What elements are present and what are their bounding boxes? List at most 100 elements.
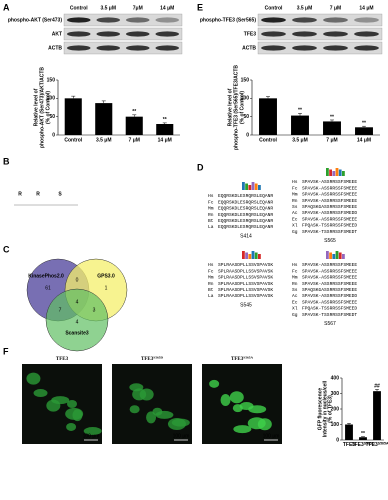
cell — [51, 396, 70, 405]
cell — [146, 411, 157, 424]
species: Xl — [292, 306, 298, 312]
bar — [345, 424, 353, 440]
y-tick-label: 150 — [241, 77, 250, 83]
logo-glyph — [342, 171, 345, 176]
row-label: AKT — [52, 31, 62, 37]
cell — [33, 389, 48, 398]
site-label: S545 — [240, 303, 252, 309]
sequence: SPLRAASDPLLSSVSPAVSK — [218, 293, 273, 299]
species: Gg — [292, 312, 298, 318]
y-tick-label: 0 — [246, 132, 249, 138]
cell — [257, 418, 272, 431]
sequence: SPAVSK-ASSRRSSFSMEEE — [302, 198, 357, 204]
logo-glyph — [242, 251, 245, 259]
logo-glyph — [254, 252, 258, 259]
venn-count: 4 — [76, 299, 79, 305]
sequence: EQQRSKDLESRQRSLEQANR — [218, 199, 273, 205]
blot-band — [292, 31, 317, 37]
logo-glyph — [338, 169, 342, 176]
blot-band — [96, 17, 121, 23]
label-sup: S565A — [378, 441, 388, 445]
label: TFE3 — [343, 442, 355, 448]
blot-band — [261, 17, 286, 23]
sequence: SPAVSK-TSSRRSSFSMEDT — [302, 312, 357, 318]
venn-circle — [45, 288, 109, 352]
bar — [291, 115, 309, 135]
label-base: TFE3 — [366, 442, 378, 448]
logo-glyph — [245, 252, 248, 259]
species: Gg — [292, 229, 298, 235]
y-tick-label: 150 — [47, 77, 56, 83]
blot-band — [261, 45, 286, 51]
label-base: TFE3 — [343, 442, 355, 448]
blot-band — [125, 45, 150, 51]
blot-band — [323, 31, 348, 37]
label: TFE3S565D — [352, 441, 375, 448]
species: Ec — [292, 299, 298, 305]
species: Mm — [292, 275, 298, 281]
venn — [26, 258, 128, 352]
sequence: SPAVSK-TSSRRSSFSMEDT — [302, 229, 357, 235]
significance: ** — [330, 114, 334, 120]
sequence: SPAVSK-ASSRRSSFSMEEE — [302, 216, 357, 222]
sequence: FPQASK-TSSRRSSFSMEED — [302, 306, 357, 312]
cell — [26, 372, 41, 385]
panel-label: B — [3, 156, 10, 166]
cell — [129, 383, 144, 392]
species: Mm — [208, 206, 214, 212]
logo-glyph — [335, 251, 339, 259]
logo-glyph — [326, 168, 329, 176]
lane-label: 7μM — [133, 5, 143, 11]
label-sup: S565D — [153, 355, 163, 359]
sequence: SPLRAASDPLLSSVSPAVSK — [218, 287, 273, 293]
sequence: SPAVSK-ASSRRSSFSMEEE — [302, 179, 357, 185]
bar — [373, 391, 381, 440]
logo-glyph — [258, 185, 261, 190]
significance: ** — [298, 108, 302, 114]
panel-label: F — [3, 346, 9, 356]
species: Ac — [292, 210, 298, 216]
label-base: TFE3 — [352, 442, 364, 448]
logo-glyph — [342, 254, 345, 259]
species: Fc — [292, 268, 298, 274]
blot-strip — [257, 27, 383, 41]
blot-strip — [257, 41, 383, 55]
blot-band — [354, 45, 379, 51]
label: 14 μM — [158, 137, 172, 143]
bar — [355, 127, 373, 135]
species: Hs — [292, 262, 298, 268]
sequence: SPAVSK-ASSRRSSFSMEDD — [302, 210, 357, 216]
y-tick-label: 100 — [241, 96, 250, 102]
logo-glyph — [258, 254, 261, 259]
y-axis-label: Relative level of — [33, 88, 39, 126]
y-tick-label: 200 — [331, 406, 340, 412]
y-tick-label: 100 — [47, 96, 56, 102]
row-label: ACTB — [242, 45, 256, 51]
label-base: TFE3 — [56, 357, 69, 362]
lane-label: Control — [70, 5, 88, 11]
species: Ss — [292, 204, 298, 210]
y-tick-label: 0 — [52, 132, 55, 138]
logo-glyph — [248, 254, 252, 259]
blot-band — [66, 45, 91, 51]
sequence: SPAVSK-ASSRRSSFSMEEE — [302, 185, 357, 191]
logo-glyph — [329, 169, 332, 176]
scale-bar-label: 100 μm — [83, 433, 100, 439]
y-axis-label: phospho-AKT (Ser473)/AKT/ACTB — [39, 67, 45, 149]
species: Fc — [208, 199, 214, 205]
blot-strip — [63, 41, 183, 55]
sequence: SPLRAASDPLLSSVSPAVSK — [218, 268, 273, 274]
logo-glyph — [248, 185, 252, 190]
set-label: KinasePhos2.0 — [28, 273, 64, 279]
blot-band — [155, 45, 180, 51]
species: Rn — [208, 281, 214, 287]
species: Rn — [292, 281, 298, 287]
species: Bt — [208, 287, 214, 293]
venn-count: 61 — [45, 285, 51, 291]
blot-band — [155, 31, 180, 37]
label: Control — [64, 137, 82, 143]
cell — [155, 410, 174, 419]
y-tick-label: 100 — [331, 422, 340, 428]
sequence: SPAQSKGASSRRSSFSMEEE — [302, 287, 357, 293]
species: Mm — [292, 192, 298, 198]
